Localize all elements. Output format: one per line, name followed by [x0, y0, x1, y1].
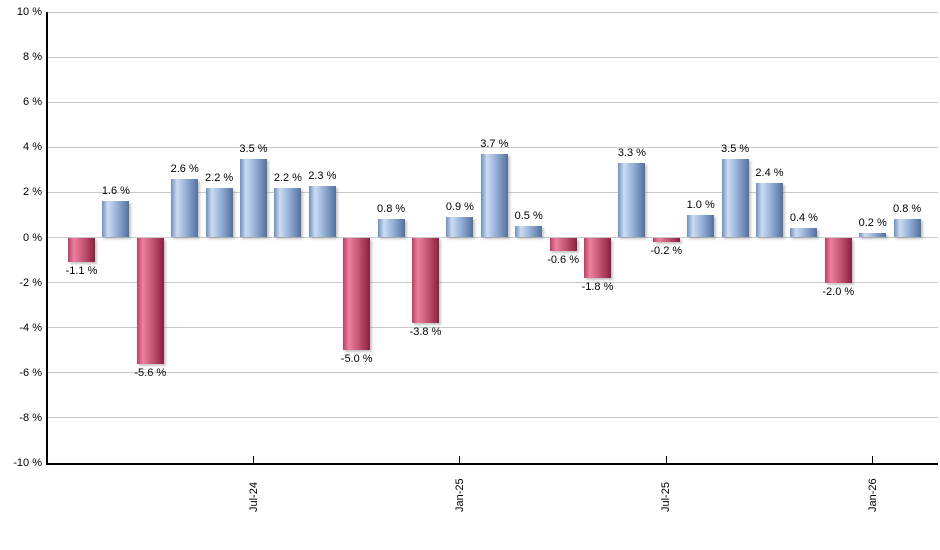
bar-value-label: 0.8 %: [377, 203, 406, 216]
bar-Feb-24: [68, 237, 95, 263]
bar-value-label: -1.8 %: [581, 281, 614, 294]
bar-Dec-24: [412, 237, 439, 324]
y-axis-label: 0 %: [23, 231, 42, 244]
bar-Apr-24: [136, 237, 164, 364]
bar-Mar-25: [515, 226, 543, 238]
bar-Jan-25: [446, 217, 474, 238]
bar-value-label: -5.6 %: [134, 366, 167, 379]
x-axis-label: Jan-25: [453, 478, 466, 512]
bar-Jul-25: [652, 237, 680, 242]
bar-value-label: 1.6 %: [101, 185, 130, 198]
gridline: [48, 372, 938, 374]
bar-value-label: -5.0 %: [340, 353, 373, 366]
bar-Nov-24: [377, 219, 405, 238]
bar-value-label: -0.6 %: [547, 254, 579, 267]
gridline: [48, 11, 938, 13]
gridline: [48, 282, 938, 284]
y-axis-label: 6 %: [23, 96, 42, 109]
bar-value-label: -3.8 %: [409, 326, 442, 339]
bar-May-24: [171, 178, 199, 238]
gridline: [48, 101, 938, 103]
gridline: [48, 417, 938, 419]
x-axis-tick: [665, 456, 667, 463]
bar-Sep-25: [721, 158, 749, 238]
gridline: [48, 237, 938, 238]
bar-Jul-24: [240, 158, 267, 238]
bar-value-label: -1.1 %: [65, 265, 98, 278]
bar-Mar-24: [102, 201, 130, 238]
gridline: [48, 327, 938, 329]
y-axis-label: 2 %: [23, 186, 42, 199]
bar-Jun-25: [618, 163, 646, 238]
bar-value-label: 3.5 %: [239, 142, 268, 155]
y-axis-label: 8 %: [23, 51, 42, 64]
y-axis-label: -4 %: [19, 321, 42, 334]
gridline: [48, 56, 938, 58]
bar-Sep-24: [308, 185, 336, 238]
bar-value-label: 0.2 %: [858, 216, 887, 229]
bar-Dec-25: [824, 237, 852, 283]
bar-value-label: 3.3 %: [617, 147, 646, 160]
x-axis-line: [46, 463, 938, 465]
bar-value-label: -2.0 %: [822, 285, 855, 298]
bar-Jan-26: [859, 232, 887, 238]
bar-Aug-24: [274, 187, 302, 238]
x-axis-label: Jul-25: [660, 482, 673, 512]
gridline: [48, 146, 938, 148]
x-axis-tick: [459, 456, 461, 463]
bar-value-label: 3.5 %: [721, 142, 750, 155]
bar-Feb-26: [893, 219, 921, 238]
bar-Aug-25: [687, 214, 715, 238]
bar-value-label: 0.4 %: [789, 212, 818, 225]
bar-value-label: 2.6 %: [170, 162, 199, 175]
bar-value-label: 0.5 %: [514, 210, 543, 223]
bar-Feb-25: [480, 154, 508, 238]
bar-value-label: 1.0 %: [686, 198, 715, 211]
y-axis-label: -8 %: [19, 411, 42, 424]
bar-value-label: 2.4 %: [755, 167, 784, 180]
bar-value-label: 0.8 %: [893, 203, 922, 216]
bar-value-label: 2.2 %: [273, 171, 302, 184]
y-axis-label: -6 %: [19, 366, 42, 379]
y-axis-label: -10 %: [13, 457, 42, 469]
plot-area: [46, 11, 938, 465]
bar-Apr-25: [549, 237, 577, 252]
bar-Jun-24: [205, 187, 233, 238]
bar-May-25: [584, 237, 611, 279]
bar-value-label: 0.9 %: [445, 201, 474, 214]
x-axis-tick: [253, 456, 254, 463]
bar-value-label: -0.2 %: [650, 245, 683, 257]
y-axis-label: -2 %: [19, 276, 42, 289]
y-axis-label: 10 %: [16, 6, 42, 18]
bar-value-label: 3.7 %: [480, 138, 509, 151]
bar-Oct-25: [756, 183, 783, 238]
x-axis-tick: [872, 456, 874, 463]
x-axis-label: Jul-24: [247, 482, 260, 512]
y-axis-line: [46, 12, 48, 463]
bar-value-label: 2.2 %: [205, 171, 234, 184]
bar-Nov-25: [790, 228, 818, 238]
x-axis-label: Jan-26: [866, 478, 879, 512]
bar-Oct-24: [343, 237, 371, 351]
bar-value-label: 2.3 %: [308, 169, 337, 182]
y-axis-label: 4 %: [23, 141, 42, 154]
